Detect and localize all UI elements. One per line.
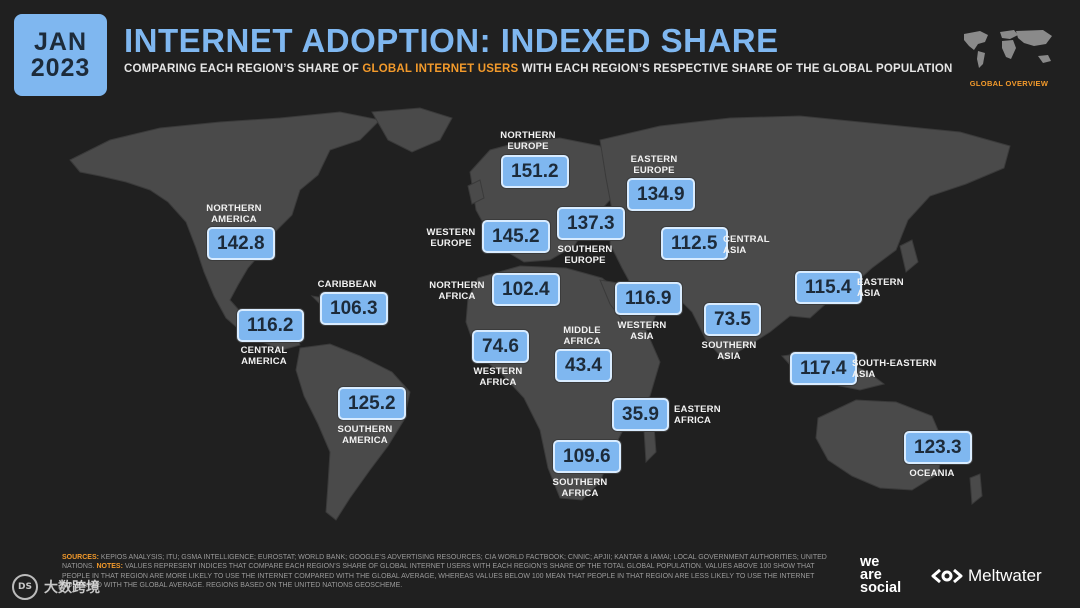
landmass-japan	[899, 239, 919, 273]
watermark-text: 大数跨境	[44, 580, 100, 596]
value-southern-america: 125.2	[338, 387, 406, 420]
value-oceania: 123.3	[904, 431, 972, 464]
notes-text: VALUES REPRESENT INDICES THAT COMPARE EA…	[62, 563, 815, 589]
subtitle-post: WITH EACH REGION’S RESPECTIVE SHARE OF T…	[518, 63, 953, 75]
notes-key: NOTES:	[96, 563, 123, 571]
value-southern-africa: 109.6	[553, 440, 621, 473]
meltwater-mark-icon	[931, 568, 963, 584]
sources-key: SOURCES:	[62, 554, 99, 561]
watermark-badge-icon: DS	[12, 574, 38, 600]
region-label-southern-america: SOUTHERN AMERICA	[337, 424, 393, 446]
section-label: GLOBAL OVERVIEW	[969, 79, 1049, 88]
region-label-caribbean: CARIBBEAN	[317, 279, 377, 290]
region-label-western-europe: WESTERN EUROPE	[426, 227, 476, 249]
value-south-eastern-asia: 117.4	[790, 352, 857, 385]
wearesocial-logo: we are social	[860, 554, 922, 596]
region-label-southern-africa: SOUTHERN AFRICA	[552, 477, 608, 499]
meltwater-logo: Meltwater	[930, 566, 1042, 586]
meltwater-text: Meltwater	[968, 566, 1042, 585]
value-southern-asia: 73.5	[704, 303, 761, 336]
value-northern-europe: 151.2	[501, 155, 569, 188]
subtitle-highlight: GLOBAL INTERNET USERS	[362, 63, 519, 75]
watermark: DS 大数跨境	[12, 574, 100, 600]
region-label-central-america: CENTRAL AMERICA	[240, 345, 288, 367]
region-label-southern-asia: SOUTHERN ASIA	[701, 340, 757, 362]
region-label-eastern-asia: EASTERN ASIA	[857, 277, 904, 299]
landmass-greenland	[371, 107, 453, 153]
wearesocial-line-1: we	[860, 554, 880, 570]
value-central-asia: 112.5	[661, 227, 728, 260]
landmass-new-zealand	[969, 473, 983, 505]
value-central-america: 116.2	[237, 309, 304, 342]
value-northern-africa: 102.4	[492, 273, 560, 306]
value-eastern-africa: 35.9	[612, 398, 669, 431]
date-year: 2023	[30, 54, 91, 82]
region-label-western-asia: WESTERN ASIA	[617, 320, 667, 342]
sources-text: KEPIOS ANALYSIS; ITU; GSMA INTELLIGENCE;…	[62, 554, 827, 571]
region-label-south-eastern-asia: SOUTH-EASTERN ASIA	[852, 358, 937, 380]
region-label-northern-europe: NORTHERN EUROPE	[500, 130, 556, 152]
region-label-northern-africa: NORTHERN AFRICA	[429, 280, 485, 302]
value-northern-america: 142.8	[207, 227, 275, 260]
value-western-africa: 74.6	[472, 330, 529, 363]
value-eastern-asia: 115.4	[795, 271, 862, 304]
footer-notes: SOURCES: KEPIOS ANALYSIS; ITU; GSMA INTE…	[62, 553, 842, 590]
region-label-middle-africa: MIDDLE AFRICA	[563, 325, 601, 347]
wearesocial-line-2: are	[860, 567, 882, 583]
subtitle-pre: COMPARING EACH REGION’S SHARE OF	[124, 63, 363, 75]
landmass-uk	[467, 179, 485, 205]
value-caribbean: 106.3	[320, 292, 388, 325]
region-label-southern-europe: SOUTHERN EUROPE	[557, 244, 613, 266]
value-western-europe: 145.2	[482, 220, 550, 253]
region-label-eastern-europe: EASTERN EUROPE	[630, 154, 678, 176]
date-badge: JAN 2023	[14, 14, 107, 96]
region-label-central-asia: CENTRAL ASIA	[723, 234, 770, 256]
mini-world-map-icon	[964, 30, 1052, 68]
page-subtitle: COMPARING EACH REGION’S SHARE OF GLOBAL …	[124, 63, 953, 75]
landmass-australia	[815, 399, 945, 491]
region-label-northern-america: NORTHERN AMERICA	[206, 203, 262, 225]
region-label-western-africa: WESTERN AFRICA	[473, 366, 523, 388]
region-label-oceania: OCEANIA	[909, 468, 955, 479]
value-western-asia: 116.9	[615, 282, 682, 315]
wearesocial-line-3: social	[860, 580, 902, 596]
value-eastern-europe: 134.9	[627, 178, 695, 211]
page-title: INTERNET ADOPTION: INDEXED SHARE	[124, 22, 779, 59]
value-southern-europe: 137.3	[557, 207, 625, 240]
value-middle-africa: 43.4	[555, 349, 612, 382]
date-month: JAN	[33, 27, 87, 56]
landmass-madagascar	[643, 425, 657, 464]
region-label-eastern-africa: EASTERN AFRICA	[674, 404, 721, 426]
